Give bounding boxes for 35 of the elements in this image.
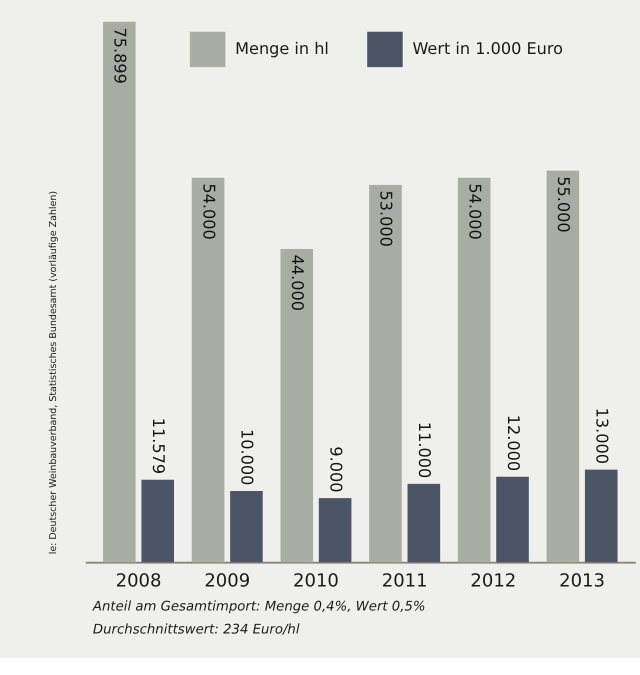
x-tick-label: 2009 (204, 570, 250, 592)
bar (546, 170, 580, 562)
x-tick-label: 2008 (116, 570, 162, 592)
legend-label: Wert in 1.000 Euro (412, 39, 563, 58)
data-label: 11.579 (148, 418, 168, 474)
data-label: 54.000 (465, 183, 484, 240)
legend-label: Menge in hl (235, 39, 329, 58)
bar (230, 491, 263, 562)
bar (141, 480, 174, 562)
x-tick-label: 2011 (382, 570, 428, 592)
x-tick-label: 2012 (470, 570, 516, 592)
data-label: 44.000 (288, 254, 308, 312)
text: Durchschnittswert: 234 Euro/hl (92, 622, 300, 638)
bar (584, 470, 618, 562)
data-label: 10.000 (238, 428, 257, 486)
bar (496, 476, 529, 562)
text: le: Deutscher Weinbauverband, Statistisches Bundesamt (vorläufige Zahlen) (48, 190, 59, 554)
bar (318, 498, 352, 562)
data-label: 75.899 (110, 27, 130, 84)
data-label: 53.000 (376, 190, 396, 247)
x-tick-label: 2013 (559, 570, 605, 592)
x-tick-label: 2010 (293, 570, 339, 592)
data-label: 55.000 (554, 176, 574, 233)
bar (103, 22, 136, 562)
data-label: 54.000 (199, 183, 218, 240)
data-label: 12.000 (504, 414, 523, 472)
text: Anteil am Gesamtimport: Menge 0,4%, Wert 0,5% (92, 600, 426, 615)
data-label: 11.000 (415, 422, 434, 478)
bar (280, 248, 314, 562)
bar (408, 484, 440, 562)
bar (192, 178, 224, 562)
data-label: 9.000 (326, 446, 346, 492)
data-label: 13.000 (592, 408, 612, 464)
bar (458, 178, 490, 562)
bar (369, 184, 402, 562)
